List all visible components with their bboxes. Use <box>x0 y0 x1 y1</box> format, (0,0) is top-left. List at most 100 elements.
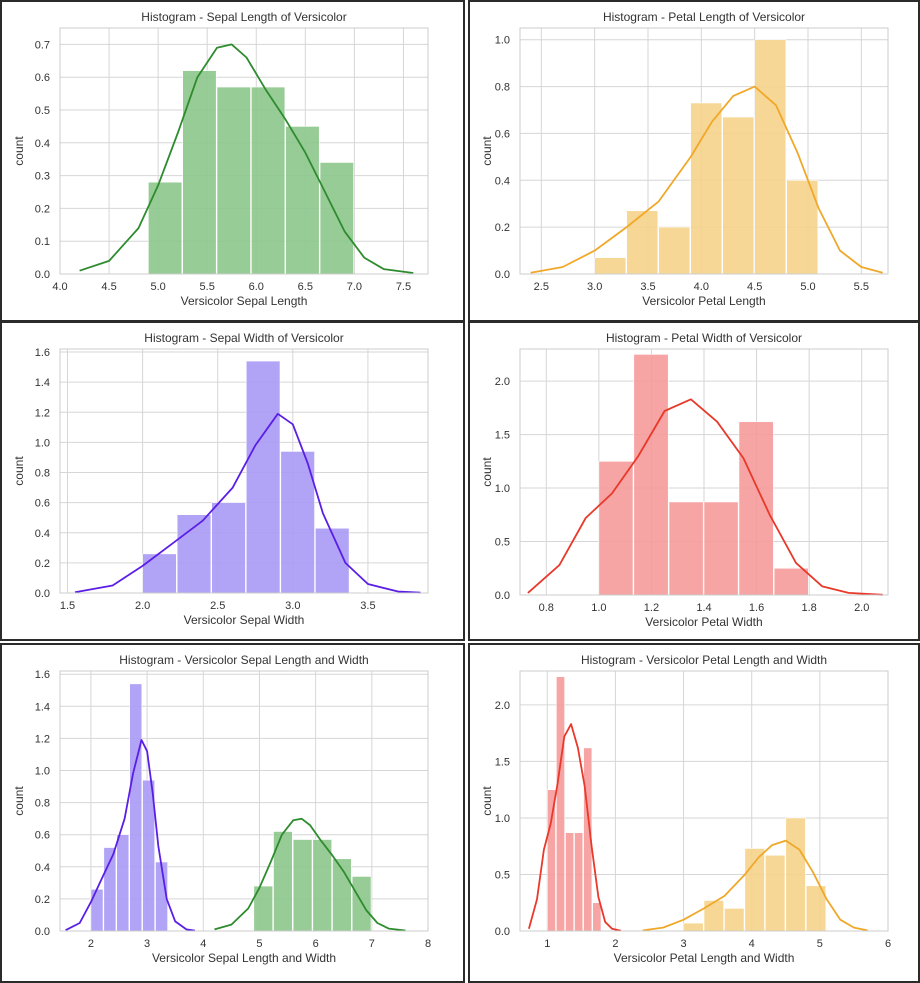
y-tick-label: 0.8 <box>35 798 50 810</box>
chart-svg-5: 2 3 4 5 6 7 8 0.0 0.2 0.4 0.6 0.8 1.0 1.2 1.4 1.6 Histog… <box>12 653 431 965</box>
histogram-bar <box>633 354 669 596</box>
kde-curve <box>74 412 421 594</box>
x-tick-label: 5.5 <box>854 281 869 293</box>
x-tick-label: 4.0 <box>694 281 709 293</box>
histogram-bar <box>546 789 556 932</box>
x-tick-label: 4.5 <box>101 281 116 293</box>
histogram-bar <box>216 86 251 275</box>
x-tick-label: 2.5 <box>534 281 549 293</box>
histogram-bar <box>280 451 315 594</box>
y-tick-label: 1.5 <box>495 756 510 768</box>
kde-curve <box>214 817 406 932</box>
chart-title: Histogram - Versicolor Petal Length and … <box>581 653 827 667</box>
x-tick-label: 3 <box>680 938 686 950</box>
histogram-bar <box>786 179 819 275</box>
y-tick-label: 1.0 <box>35 437 50 449</box>
y-tick-label: 0.6 <box>35 72 50 84</box>
y-tick-label: 1.0 <box>495 813 510 825</box>
x-tick-label: 3.5 <box>640 281 655 293</box>
y-tick-label: 0.4 <box>35 528 50 540</box>
kde-curve <box>530 85 883 274</box>
x-tick-label: 2 <box>88 938 94 950</box>
histogram-bar <box>658 226 691 275</box>
y-tick-label: 0.7 <box>35 39 50 51</box>
plot-frame <box>59 670 429 932</box>
histogram-bar <box>626 210 659 275</box>
x-tick-label: 5.5 <box>200 281 215 293</box>
x-tick-label: 1.6 <box>749 602 764 614</box>
x-tick-label: 7.0 <box>347 281 362 293</box>
histogram-bar <box>182 70 217 275</box>
x-tick-label: 7 <box>369 938 375 950</box>
histogram-bar <box>703 501 739 596</box>
x-tick-label: 5 <box>817 938 823 950</box>
y-tick-label: 0.2 <box>35 894 50 906</box>
y-tick-label: 0.2 <box>495 222 510 234</box>
y-tick-label: 0.8 <box>495 82 510 94</box>
plot-frame <box>519 670 889 932</box>
y-tick-label: 0.0 <box>495 926 510 938</box>
histogram-bar <box>556 676 565 932</box>
y-axis-label: count <box>12 136 26 166</box>
chart-panel-5: 2 3 4 5 6 7 8 0.0 0.2 0.4 0.6 0.8 1.0 1.2 1.4 1.6 Histog… <box>0 643 465 983</box>
plot-frame <box>59 27 429 275</box>
kde-curve <box>642 839 868 932</box>
plot-frame <box>519 27 889 275</box>
kde-curve <box>527 398 883 596</box>
x-tick-label: 2.5 <box>210 600 225 612</box>
x-axis-label: Versicolor Sepal Length and Width <box>152 951 336 965</box>
histogram-bar <box>245 360 281 594</box>
histogram-bar <box>211 502 246 594</box>
chart-panel-3: 1.5 2.0 2.5 3.0 3.5 0.0 0.2 0.4 0.6 0.8 1.0 1.2 1.4 1… <box>0 321 465 641</box>
y-tick-label: 0.2 <box>35 558 50 570</box>
x-tick-label: 5.0 <box>800 281 815 293</box>
chart-svg-1: 4.0 4.5 5.0 5.5 6.0 6.5 7.0 7.5 0.0 0.1 0.2 0.3 0.4 0… <box>12 10 429 308</box>
plot-frame <box>519 348 889 596</box>
histogram-bar <box>594 257 627 275</box>
y-tick-label: 0.6 <box>35 830 50 842</box>
histogram-bar <box>565 832 575 932</box>
y-tick-label: 0.5 <box>495 869 510 881</box>
histogram-bar <box>312 839 332 932</box>
x-tick-label: 1.2 <box>644 602 659 614</box>
y-tick-label: 1.2 <box>35 733 50 745</box>
y-tick-label: 0.0 <box>495 269 510 281</box>
x-tick-label: 3.5 <box>360 600 375 612</box>
histogram-bar <box>292 839 313 932</box>
y-tick-label: 1.0 <box>495 35 510 47</box>
y-tick-label: 1.6 <box>35 669 50 681</box>
x-tick-label: 6 <box>885 938 891 950</box>
histogram-bar <box>722 116 755 275</box>
histogram-bar <box>592 902 602 932</box>
y-tick-label: 0.4 <box>35 138 50 150</box>
y-tick-label: 0.0 <box>35 926 50 938</box>
histogram-bar <box>765 854 786 932</box>
y-axis-label: count <box>480 136 494 166</box>
x-tick-label: 1.4 <box>696 602 711 614</box>
y-axis-label: count <box>12 456 26 486</box>
y-tick-label: 0.5 <box>495 537 510 549</box>
histogram-bar <box>690 102 723 275</box>
x-tick-label: 3 <box>144 938 150 950</box>
histogram-bar <box>251 86 286 275</box>
y-tick-label: 0.6 <box>35 498 50 510</box>
x-tick-label: 1 <box>544 938 550 950</box>
x-tick-label: 4.5 <box>747 281 762 293</box>
x-axis-label: Versicolor Petal Length <box>642 294 765 308</box>
histogram-bar <box>703 900 724 932</box>
y-tick-label: 0.0 <box>35 269 50 281</box>
histogram-bar <box>90 888 104 932</box>
histogram-bar <box>785 817 806 932</box>
histogram-bar <box>129 683 143 932</box>
y-axis-label: count <box>12 786 26 816</box>
x-tick-label: 8 <box>425 938 431 950</box>
y-tick-label: 2.0 <box>495 376 510 388</box>
x-tick-label: 1.5 <box>60 600 75 612</box>
x-axis-label: Versicolor Sepal Width <box>184 613 305 627</box>
histogram-bar <box>754 39 787 275</box>
chart-title: Histogram - Sepal Length of Versicolor <box>141 10 346 24</box>
y-tick-label: 1.5 <box>495 430 510 442</box>
chart-svg-6: 1 2 3 4 5 6 0.0 0.5 1.0 1.5 2.0 Histogram - Versico… <box>480 653 891 965</box>
y-tick-label: 0.4 <box>495 175 510 187</box>
chart-panel-2: 2.5 3.0 3.5 4.0 4.5 5.0 5.5 0.0 0.2 0.4 0.6 0.8 1.0 H… <box>468 0 920 322</box>
